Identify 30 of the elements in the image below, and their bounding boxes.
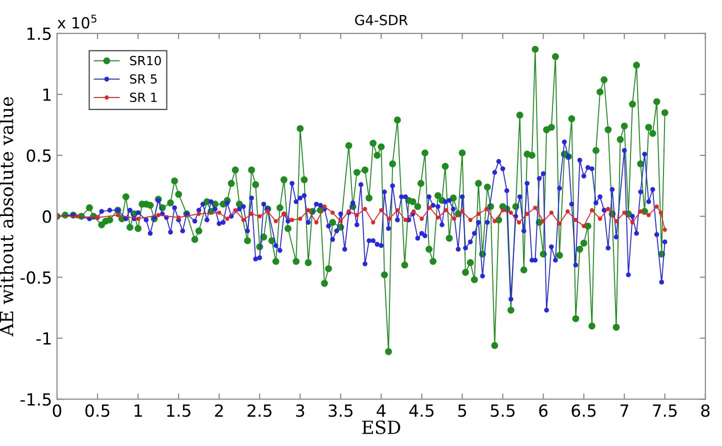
y-tick-label: -0.5 xyxy=(20,271,51,284)
x-tick-label: 4.5 xyxy=(409,404,434,417)
x-tick-label: 7.5 xyxy=(652,404,677,417)
x-tick-label: 3.5 xyxy=(328,404,352,417)
chart-title: G4-SDR xyxy=(355,14,408,26)
legend-label: SR 1 xyxy=(130,92,157,102)
y-tick-label: 0 xyxy=(42,210,52,223)
x-tick-label: 2 xyxy=(215,404,223,417)
x-tick-label: 6.5 xyxy=(572,404,596,417)
text: x 10$^{5}$ xyxy=(57,14,96,29)
x-tick-label: 4 xyxy=(376,404,386,417)
x-tick-label: 7 xyxy=(620,404,628,417)
y-tick-label: -1.5 xyxy=(20,393,51,406)
y-tick-label: 1 xyxy=(43,88,51,101)
x-tick-label: 8 xyxy=(701,404,710,417)
legend-label: SR 5 xyxy=(130,74,157,84)
y-tick-label: 1.5 xyxy=(28,28,51,40)
y-tick-label: -1 xyxy=(36,332,51,345)
legend-label: SR10 xyxy=(130,56,161,66)
x-axis-title: ESD xyxy=(362,420,400,434)
x-tick-label: 6 xyxy=(539,404,548,417)
x-tick-label: 0 xyxy=(52,404,62,417)
y-tick-label: 0.5 xyxy=(26,149,51,162)
x-tick-label: 0.5 xyxy=(85,404,110,417)
x-tick-label: 1.5 xyxy=(167,404,190,417)
x-tick-label: 5 xyxy=(458,404,466,417)
x-tick-label: 3 xyxy=(296,404,304,417)
x-tick-label: 2.5 xyxy=(248,404,272,417)
x-tick-label: 5.5 xyxy=(490,404,515,417)
x-tick-label: 1 xyxy=(134,404,142,417)
